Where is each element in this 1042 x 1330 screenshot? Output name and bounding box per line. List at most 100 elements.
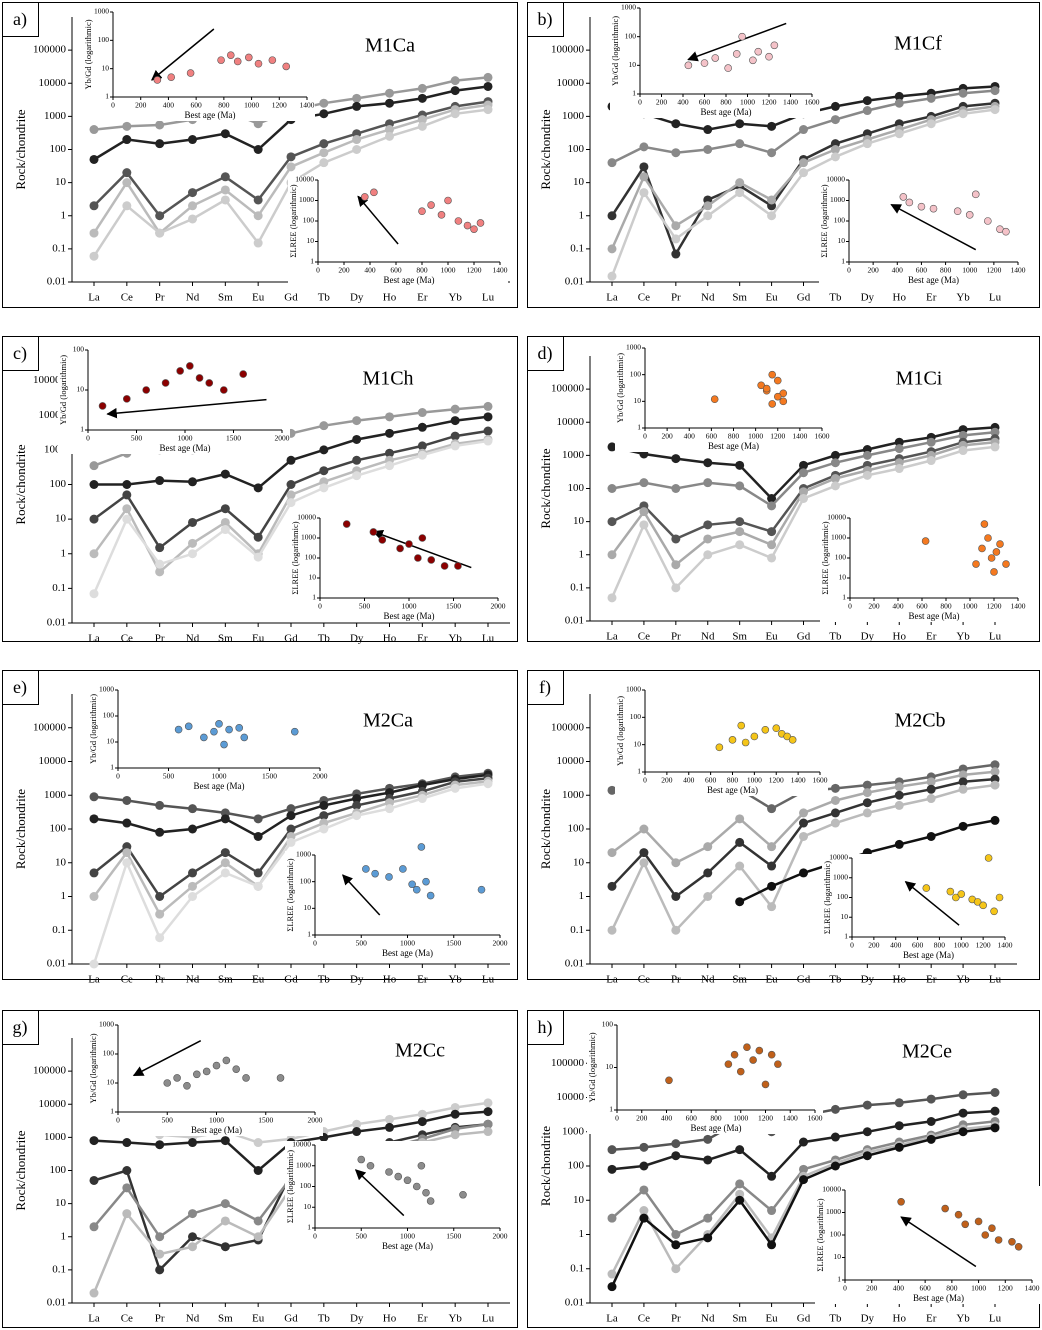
series-marker [220,129,230,139]
inset-x-axis-label: Best age (Ma) [701,107,752,117]
series-marker [958,1127,968,1137]
series-marker [352,145,362,154]
x-tick-label: Tb [829,631,842,643]
series-marker [926,794,936,804]
series-marker [483,401,493,411]
inset-x-tick-label: 1000 [740,98,755,107]
series-marker [220,517,230,527]
inset-y-tick-label: 1000 [826,1207,841,1216]
series-marker [607,881,617,891]
scatter-point [176,367,184,375]
scatter-point [385,873,393,881]
y-tick-label: 0.1 [570,581,584,593]
y-tick-label: 0.1 [52,1263,66,1275]
x-tick-label: Yb [956,974,970,986]
y-tick-label: 1 [579,890,585,902]
series-marker [155,1265,165,1275]
inset-y-axis-label: ΣLREE (logarithmic) [815,1198,825,1271]
inset-x-tick-label: 600 [916,602,928,611]
inset-x-axis-label: Best age (Ma) [708,441,759,451]
x-tick-label: Nd [186,292,200,304]
inset-y-tick-label: 10 [304,1202,312,1211]
series-marker [607,211,617,221]
x-tick-label: Yb [448,633,462,645]
series-marker [990,442,1000,452]
inset: 1 10 100 1000 0 200 400 600 800 1000 1200 1400 Best … [83,7,315,121]
x-tick-label: Yb [956,631,970,643]
series-marker [990,1087,1000,1097]
scatter-point [235,724,243,732]
series-marker [799,868,808,878]
series-marker [799,1137,808,1147]
series-marker [799,158,808,168]
inset-y-tick-label: 1 [841,257,845,266]
series-marker [385,131,394,141]
inset-y-tick-label: 1000 [833,872,848,881]
series-marker [89,959,99,969]
inset-y-tick-label: 10 [606,1062,614,1071]
series-marker [483,779,493,789]
inset-x-tick-label: 200 [868,266,880,275]
series-marker [385,125,394,135]
scatter-point [779,389,788,398]
series-marker [958,430,968,440]
series-marker [958,1090,968,1100]
series-marker [417,794,427,804]
scatter-point [414,554,422,562]
inset-bg [815,1186,1040,1304]
inset-y-axis-label: ΣLREE (logarithmic) [819,184,829,257]
inset-x-tick-label: 1000 [400,939,415,948]
scatter-point [440,562,449,570]
scatter-point [220,386,228,394]
series-marker [830,1132,840,1142]
series-marker [220,1216,230,1226]
scatter-point [954,1210,963,1219]
series-marker [607,550,617,560]
series-marker [671,925,681,935]
scatter-point [779,397,788,406]
y-tick-label: 10000 [557,1091,585,1103]
series-marker [122,490,132,500]
inset-x-tick-label: 200 [866,1284,878,1293]
x-tick-label: Tb [318,292,331,304]
panel-label: c) [13,343,27,364]
series-marker [122,795,132,805]
inset: 1 10 100 1000 10000 0 200 400 600 800 1000 1200 1400… [820,513,1026,622]
inset-x-tick-label: 1600 [815,432,830,441]
series-marker [830,152,840,162]
series-marker [799,493,808,503]
series-marker [155,1249,165,1259]
inset-y-tick-label: 10000 [292,1140,311,1149]
series-marker [830,481,840,491]
series-marker [607,848,617,858]
inset-x-tick-label: 1500 [446,939,461,948]
scatter-point [470,225,478,233]
series-marker [286,498,296,508]
inset-x-tick-label: 1400 [1025,1284,1040,1293]
series-marker [671,484,681,493]
inset-x-tick-label: 1400 [791,776,806,785]
inset-bg [58,346,290,454]
inset-y-tick-label: 1000 [99,1020,114,1029]
series-marker [830,808,840,818]
x-tick-label: Ho [383,633,397,645]
x-tick-label: Lu [989,631,1002,643]
series-marker [385,1122,394,1132]
series-marker [894,790,904,800]
panel-frame [2,2,518,308]
inset-y-tick-label: 10 [307,236,315,245]
series-marker [220,195,230,205]
series-marker [483,81,493,91]
x-tick-label: Sm [732,631,747,643]
series-marker [703,211,713,221]
series-marker [122,1166,132,1175]
series-marker [894,800,904,810]
scatter-point [245,53,253,62]
x-tick-label: La [606,974,618,986]
inset-x-tick-label: 400 [677,98,689,107]
scatter-point [123,395,131,403]
scatter-point [946,887,955,896]
inset-y-tick-label: 100 [830,1230,842,1239]
series-marker [286,455,296,465]
